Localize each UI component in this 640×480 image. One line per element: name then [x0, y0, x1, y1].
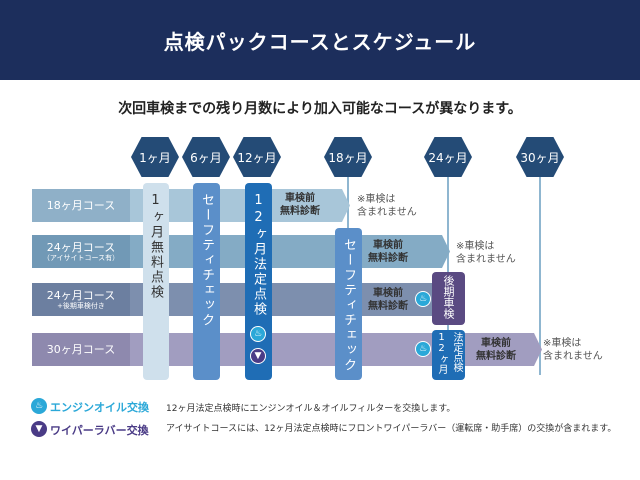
course-bar	[130, 235, 450, 268]
pre-inspection-diagnosis: 車検前 無料診断	[476, 338, 516, 362]
timeline-line	[539, 170, 541, 375]
pill-safety-check-18: セーフティチェック	[335, 228, 362, 380]
course-bar	[130, 283, 440, 316]
legend-oil-label: エンジンオイル交換	[50, 401, 149, 414]
note-no-inspection: ※車検は 含まれません	[456, 241, 516, 265]
milestone-12: 12ヶ月	[233, 137, 281, 177]
oil-can-icon: ♨	[415, 291, 431, 307]
pre-inspection-diagnosis: 車検前 無料診断	[368, 240, 408, 264]
milestone-30: 30ヶ月	[516, 137, 564, 177]
note-no-inspection: ※車検は 含まれません	[543, 338, 603, 362]
course-row-30: 30ヶ月コース	[32, 333, 544, 366]
legal-12-num: 12ヶ月	[436, 332, 447, 374]
wiper-icon: ▼	[250, 348, 266, 364]
note-no-inspection: ※車検は 含まれません	[357, 194, 417, 218]
milestone-18: 18ヶ月	[324, 137, 372, 177]
wiper-icon: ▼	[31, 421, 47, 437]
subtitle: 次回車検までの残り月数により加入可能なコースが異なります。	[118, 101, 522, 117]
pill-safety-check-6: セーフティチェック	[193, 183, 220, 380]
timeline-line	[347, 170, 349, 230]
page-title: 点検パックコースとスケジュール	[0, 0, 640, 80]
legend-wiper-label: ワイパーラバー交換	[50, 424, 149, 437]
legend-wiper-text: アイサイトコースには、12ヶ月法定点検時にフロントワイパーラバー（運転席・助手席…	[166, 424, 617, 434]
course-label: 30ヶ月コース	[32, 333, 130, 366]
oil-can-icon: ♨	[31, 398, 47, 414]
oil-can-icon: ♨	[250, 326, 266, 342]
pill-1-month-check: 1ヶ月無料点検	[143, 183, 169, 380]
late-inspection-box: 後期車検	[432, 272, 465, 325]
milestone-24: 24ヶ月	[424, 137, 472, 177]
legend-oil-text: 12ヶ月法定点検時にエンジンオイル＆オイルフィルターを交換します。	[166, 404, 456, 414]
course-label: 24ヶ月コース +後期車検付き	[32, 283, 130, 316]
legal-12-box: 12ヶ月 法定点検	[432, 330, 465, 380]
oil-can-icon: ♨	[415, 341, 431, 357]
course-label: 18ヶ月コース	[32, 189, 130, 222]
milestone-1: 1ヶ月	[131, 137, 179, 177]
pre-inspection-diagnosis: 車検前 無料診断	[368, 288, 408, 312]
pre-inspection-diagnosis: 車検前 無料診断	[280, 193, 320, 217]
course-row-24: 24ヶ月コース （アイサイトコース有）	[32, 235, 452, 268]
milestone-6: 6ヶ月	[182, 137, 230, 177]
course-label: 24ヶ月コース （アイサイトコース有）	[32, 235, 130, 268]
pill-legal-12: 12ヶ月法定点検	[245, 183, 272, 380]
legal-12-label: 法定点検	[451, 332, 462, 372]
course-row-24-late: 24ヶ月コース +後期車検付き	[32, 283, 442, 316]
